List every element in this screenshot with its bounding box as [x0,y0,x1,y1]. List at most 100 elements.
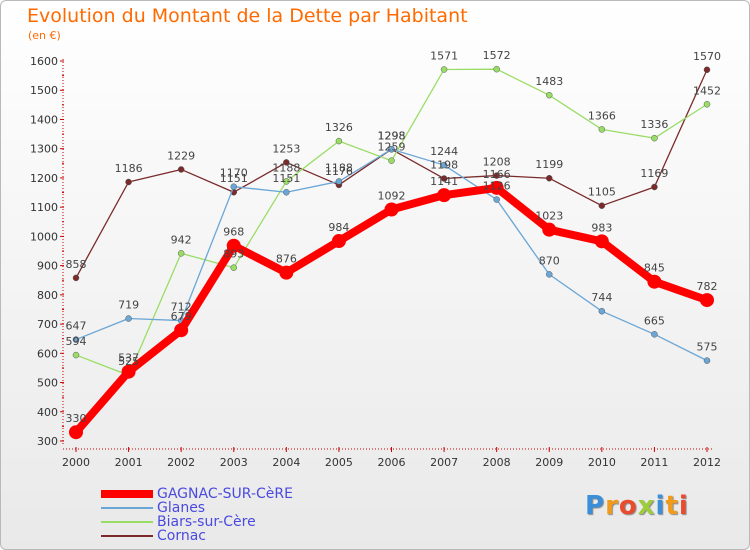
data-point [335,137,343,145]
legend-label: Glanes [157,500,206,516]
data-point [388,146,395,153]
x-tick-label: 2010 [588,456,616,469]
data-point [546,174,553,182]
data-point [331,234,346,249]
data-label: 330 [66,412,87,425]
data-label: 1244 [430,145,458,158]
legend-item: Glanes [101,500,206,516]
x-tick-label: 2003 [220,456,248,469]
data-label: 1186 [115,162,143,175]
data-point [700,293,714,308]
y-tick-label: 1600 [30,55,58,68]
y-tick-label: 400 [37,406,58,419]
x-tick-label: 2012 [693,456,721,469]
legend-swatch [101,490,153,498]
data-label: 1259 [378,141,406,154]
data-label: 893 [223,248,244,261]
data-label: 594 [66,335,87,348]
y-tick-label: 600 [37,347,58,360]
y-tick-label: 1100 [30,201,58,214]
data-label: 1570 [693,50,721,63]
y-tick-label: 700 [37,318,58,331]
data-point [493,196,500,203]
data-point [489,180,504,195]
data-point [121,364,136,379]
y-tick-label: 1000 [30,230,58,243]
data-point [283,188,290,196]
data-point [647,274,662,289]
legend-item: Biars-sur-Cère [101,514,256,530]
y-tick-label: 1200 [30,172,58,185]
data-label: 1151 [272,172,300,185]
data-label: 1253 [272,142,300,155]
data-label: 876 [276,253,297,266]
data-point [440,161,448,169]
data-label: 1176 [325,165,353,178]
data-point [72,336,80,343]
data-label: 983 [591,221,612,234]
data-point [174,323,189,338]
data-point [546,271,553,278]
y-tick-label: 500 [37,377,58,390]
legend-item: Cornac [101,528,206,544]
x-tick-label: 2008 [483,456,511,469]
data-label: 1571 [430,49,458,62]
data-point [437,188,452,203]
legend-swatch [101,507,153,509]
legend-label: Biars-sur-Cère [157,514,256,530]
data-label: 744 [591,291,612,304]
data-point [177,250,185,257]
data-point [493,172,500,179]
legend-item: GAGNAC-SUR-CèRE [101,486,293,502]
x-tick-label: 2007 [430,456,458,469]
data-point [440,175,448,182]
data-label: 1298 [378,129,406,142]
data-point [226,238,241,253]
x-tick-label: 2000 [62,456,90,469]
data-label: 1298 [378,129,406,142]
data-point [69,425,83,440]
data-point [279,265,294,280]
y-tick-label: 300 [37,435,58,448]
data-label: 1169 [640,167,668,180]
data-label: 1092 [378,189,406,202]
data-label: 525 [118,355,139,368]
legend-swatch [101,521,153,523]
x-tick-label: 2011 [640,456,668,469]
data-label: 1126 [483,180,511,193]
data-point [651,331,658,338]
data-label: 845 [644,262,665,275]
data-point [594,234,609,249]
data-point [335,178,343,185]
data-label: 719 [118,299,139,312]
data-point [72,274,80,282]
data-label: 968 [223,226,244,239]
x-tick-label: 2002 [167,456,195,469]
x-tick-label: 2004 [272,456,300,469]
data-label: 1572 [483,49,511,62]
data-point [283,178,290,185]
data-label: 984 [328,221,349,234]
data-point [703,357,711,364]
legend-label: GAGNAC-SUR-CèRE [157,486,293,502]
y-tick-label: 900 [37,260,58,273]
data-label: 647 [66,320,87,333]
x-tick-label: 2005 [325,456,353,469]
data-point [542,222,557,237]
data-label: 1141 [430,175,458,188]
data-label: 1188 [272,161,300,174]
data-label: 1023 [535,210,563,223]
data-label: 679 [171,310,192,323]
data-label: 1105 [588,186,616,199]
data-label: 1336 [640,118,668,131]
data-label: 1198 [430,159,458,172]
y-tick-label: 800 [37,289,58,302]
data-point [598,307,606,315]
proxiti-logo: Proxiti [585,491,689,521]
series-line-1 [75,148,708,362]
data-point [230,183,237,190]
chart-title: Evolution du Montant de la Dette par Hab… [27,5,468,27]
data-label: 1208 [483,156,511,169]
data-label: 870 [539,254,560,267]
